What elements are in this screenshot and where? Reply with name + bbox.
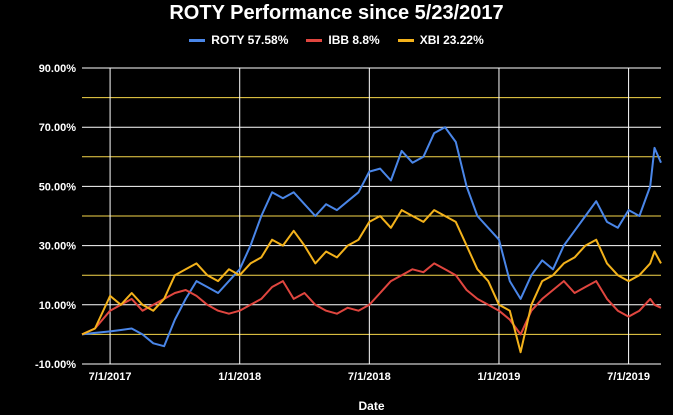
legend-item-xbi: XBI 23.22% [397,33,484,47]
x-tick-label: 7/1/2018 [348,371,391,383]
x-tick-label: 7/1/2019 [607,371,650,383]
x-tick-label: 1/1/2019 [478,371,521,383]
series-line-ibb [81,262,662,336]
series-line-roty [81,126,662,348]
legend-label-ibb: IBB 8.8% [328,33,380,47]
x-tick-label: 1/1/2018 [218,371,261,383]
y-tick-label: 30.00% [39,241,77,253]
y-tick-label: 50.00% [39,181,77,193]
legend-item-roty: ROTY 57.58% [189,33,288,47]
legend-swatch-ibb [306,38,323,42]
series-line-xbi [81,209,662,354]
y-tick-label: -10.00% [35,359,76,371]
x-tick-label: 7/1/2017 [89,371,132,383]
legend-label-xbi: XBI 23.22% [419,33,484,47]
y-tick-label: 90.00% [39,63,77,75]
legend-swatch-roty [189,38,206,42]
legend-swatch-xbi [397,38,414,42]
legend-label-roty: ROTY 57.58% [211,33,289,47]
chart-title: ROTY Performance since 5/23/2017 [169,2,504,24]
y-tick-label: 10.00% [39,300,77,312]
legend: ROTY 57.58% IBB 8.8% XBI 23.22% [0,33,673,47]
legend-item-ibb: IBB 8.8% [306,33,380,47]
y-tick-label: 70.00% [39,122,77,134]
x-axis-label: Date [358,399,384,413]
